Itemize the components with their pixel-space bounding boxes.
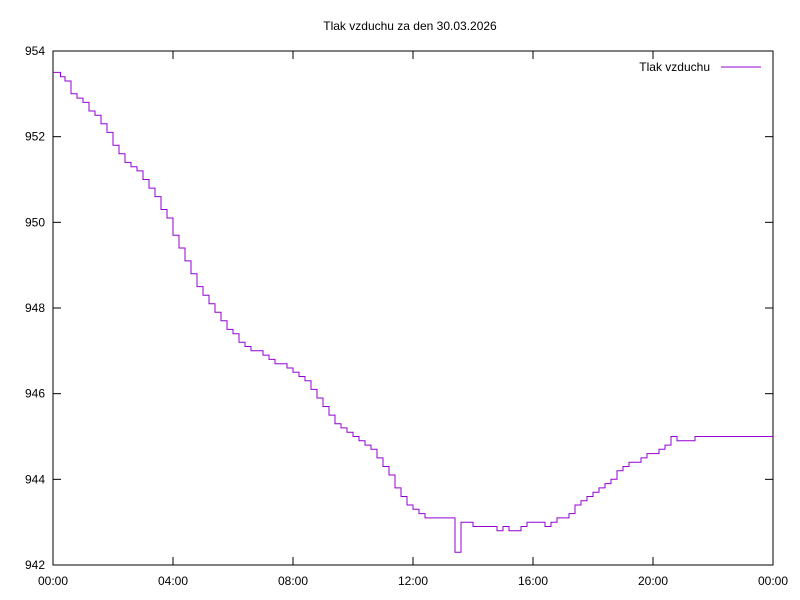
- y-tick-label: 954: [25, 44, 45, 58]
- plot-frame: [52, 50, 774, 566]
- y-tick-label: 942: [25, 558, 45, 572]
- x-tick-label: 20:00: [638, 574, 668, 588]
- legend-label: Tlak vzduchu: [639, 60, 710, 74]
- x-tick-label: 00:00: [38, 574, 68, 588]
- y-tick-label: 946: [25, 387, 45, 401]
- x-tick-label: 04:00: [158, 574, 188, 588]
- legend: Tlak vzduchu: [639, 60, 761, 74]
- y-tick-label: 950: [25, 215, 45, 229]
- x-tick-label: 12:00: [398, 574, 428, 588]
- x-axis-ticks: 00:00 04:00 08:00 12:00 16:00 20:00 00:00: [38, 51, 788, 588]
- y-tick-label: 944: [25, 472, 45, 486]
- x-tick-label: 08:00: [278, 574, 308, 588]
- y-tick-label: 948: [25, 301, 45, 315]
- x-tick-label: 16:00: [518, 574, 548, 588]
- y-tick-label: 952: [25, 130, 45, 144]
- y-axis-ticks: 942 944 946 948 950 952 954: [25, 44, 773, 572]
- chart-title: Tlak vzduchu za den 30.03.2026: [323, 19, 497, 33]
- series-line-tlak-vzduchu: [53, 71, 773, 553]
- x-tick-label: 00:00: [758, 574, 788, 588]
